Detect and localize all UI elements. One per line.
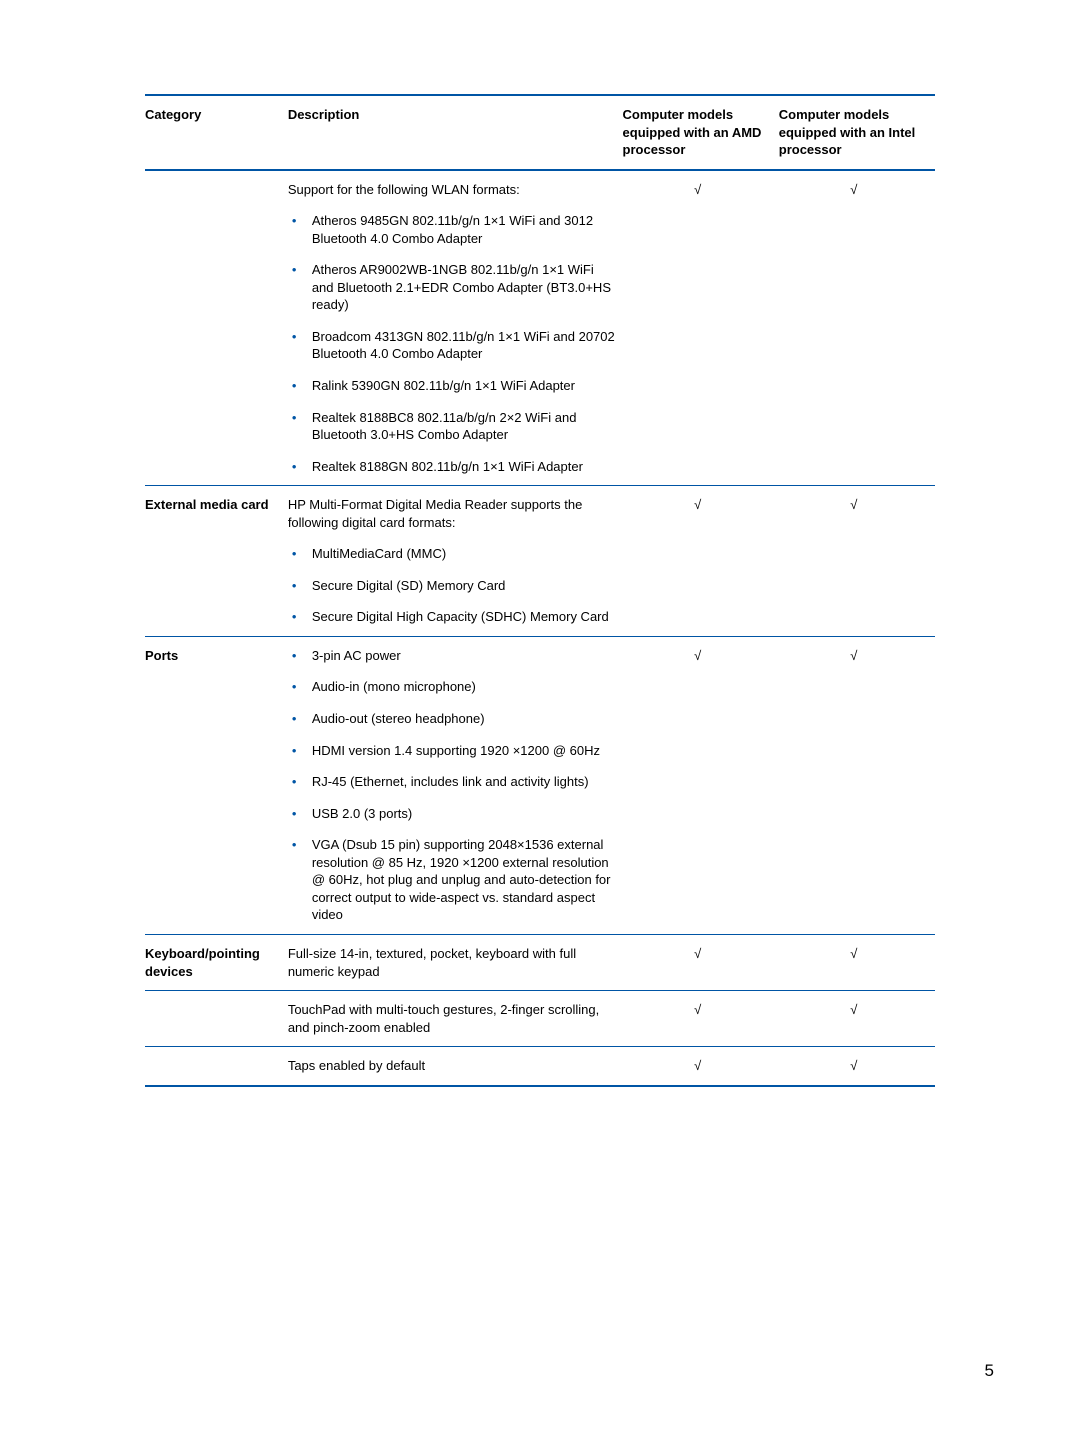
spec-table: Category Description Computer models equ… [145,94,935,1087]
row-description: Taps enabled by default [288,1047,623,1086]
bullet-item: Secure Digital High Capacity (SDHC) Memo… [288,608,617,626]
row-category: Keyboard/pointing devices [145,934,288,990]
table-body: Support for the following WLAN formats: A… [145,170,935,1086]
bullet-item: Secure Digital (SD) Memory Card [288,577,617,595]
header-intel: Computer models equipped with an Intel p… [779,95,935,170]
bullet-item: Audio-in (mono microphone) [288,678,617,696]
table-header: Category Description Computer models equ… [145,95,935,170]
bullet-item: Broadcom 4313GN 802.11b/g/n 1×1 WiFi and… [288,328,617,363]
table-row: Support for the following WLAN formats: A… [145,170,935,486]
row-description: Full-size 14-in, textured, pocket, keybo… [288,934,623,990]
bullet-item: Ralink 5390GN 802.11b/g/n 1×1 WiFi Adapt… [288,377,617,395]
table-row: Ports3-pin AC power Audio-in (mono microp… [145,636,935,934]
table-row: Keyboard/pointing devicesFull-size 14-in… [145,934,935,990]
bullet-item: Realtek 8188BC8 802.11a/b/g/n 2×2 WiFi a… [288,409,617,444]
row-category [145,991,288,1047]
row-description: 3-pin AC power Audio-in (mono microphone)… [288,636,623,934]
header-amd: Computer models equipped with an AMD pro… [623,95,779,170]
bullet-item: HDMI version 1.4 supporting 1920 ×1200 @… [288,742,617,760]
page: Category Description Computer models equ… [0,0,1080,1087]
row-intel-check: √ [779,170,935,486]
table-row: External media cardHP Multi-Format Digit… [145,486,935,637]
row-lead-text: Support for the following WLAN formats: [288,181,617,199]
bullet-item: Atheros 9485GN 802.11b/g/n 1×1 WiFi and … [288,212,617,247]
row-intel-check: √ [779,991,935,1047]
row-intel-check: √ [779,1047,935,1086]
row-intel-check: √ [779,486,935,637]
row-category [145,170,288,486]
row-amd-check: √ [623,636,779,934]
row-description: Support for the following WLAN formats: A… [288,170,623,486]
row-lead-text: Full-size 14-in, textured, pocket, keybo… [288,945,617,980]
header-description: Description [288,95,623,170]
page-number: 5 [985,1361,994,1381]
row-amd-check: √ [623,991,779,1047]
row-category: External media card [145,486,288,637]
bullet-item: USB 2.0 (3 ports) [288,805,617,823]
bullet-list: MultiMediaCard (MMC) Secure Digital (SD) … [288,545,617,626]
row-amd-check: √ [623,486,779,637]
row-lead-text: HP Multi-Format Digital Media Reader sup… [288,496,617,531]
bullet-item: RJ-45 (Ethernet, includes link and activ… [288,773,617,791]
table-row: Taps enabled by default √√ [145,1047,935,1086]
row-intel-check: √ [779,934,935,990]
row-amd-check: √ [623,934,779,990]
bullet-item: Audio-out (stereo headphone) [288,710,617,728]
bullet-item: Realtek 8188GN 802.11b/g/n 1×1 WiFi Adap… [288,458,617,476]
row-intel-check: √ [779,636,935,934]
bullet-list: 3-pin AC power Audio-in (mono microphone)… [288,647,617,924]
bullet-item: MultiMediaCard (MMC) [288,545,617,563]
bullet-list: Atheros 9485GN 802.11b/g/n 1×1 WiFi and … [288,212,617,475]
table-row: TouchPad with multi-touch gestures, 2-fi… [145,991,935,1047]
row-category: Ports [145,636,288,934]
bullet-item: VGA (Dsub 15 pin) supporting 2048×1536 e… [288,836,617,924]
bullet-item: 3-pin AC power [288,647,617,665]
row-description: TouchPad with multi-touch gestures, 2-fi… [288,991,623,1047]
row-amd-check: √ [623,170,779,486]
bullet-item: Atheros AR9002WB-1NGB 802.11b/g/n 1×1 Wi… [288,261,617,314]
row-category [145,1047,288,1086]
row-lead-text: TouchPad with multi-touch gestures, 2-fi… [288,1001,617,1036]
header-category: Category [145,95,288,170]
row-description: HP Multi-Format Digital Media Reader sup… [288,486,623,637]
row-amd-check: √ [623,1047,779,1086]
row-lead-text: Taps enabled by default [288,1057,617,1075]
